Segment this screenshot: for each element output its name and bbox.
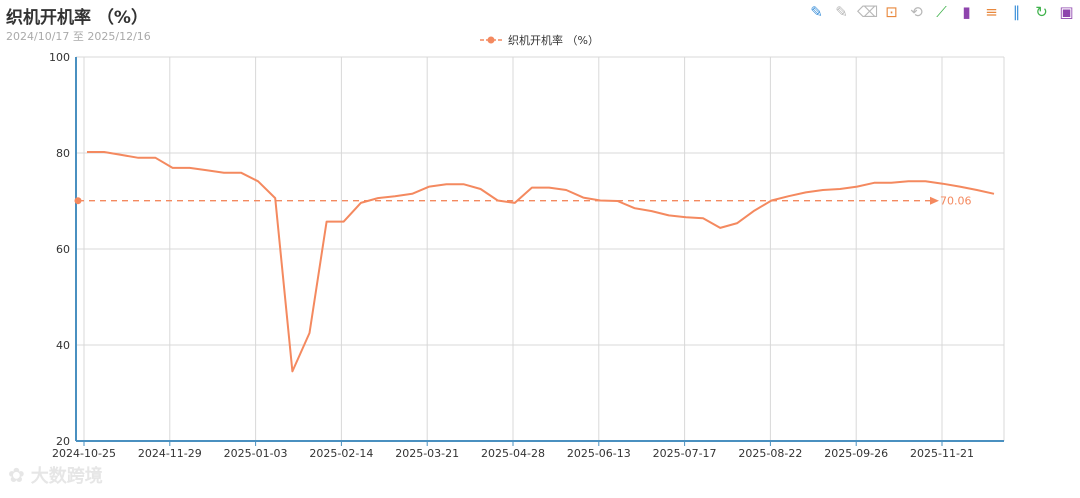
series-layer <box>87 151 995 373</box>
legend-item[interactable]: 织机开机率 （%） <box>480 32 599 48</box>
date-range: 2024/10/17 至 2025/12/16 <box>6 30 151 43</box>
x-tick-label: 2024-10-25 <box>52 447 116 460</box>
chart-toolbox: ✎ ✎ ⌫ ⊡ ⟲ ⟋ ▮ ≡ ∥ ↻ ▣ <box>807 3 1076 22</box>
x-tick-label: 2025-02-14 <box>309 447 373 460</box>
y-tick-label: 100 <box>49 51 70 64</box>
average-mark-line: 70.06 <box>74 195 972 208</box>
y-tick-label: 80 <box>56 147 70 160</box>
mark-line-undo-icon[interactable]: ✎ <box>835 3 848 21</box>
mark-line-icon[interactable]: ✎ <box>810 3 823 21</box>
x-tick-label: 2025-11-21 <box>910 447 974 460</box>
watermark-text: 大数跨境 <box>30 466 103 487</box>
grid-lines <box>76 56 1005 442</box>
save-image-icon[interactable]: ▣ <box>1059 3 1074 21</box>
y-tick-label: 60 <box>56 243 70 256</box>
y-tick-label: 40 <box>56 339 70 352</box>
mark-line-label: 70.06 <box>940 195 972 208</box>
mark-line-clear-icon[interactable]: ⌫ <box>857 3 879 21</box>
data-zoom-reset-icon[interactable]: ⟲ <box>910 3 923 21</box>
restore-icon[interactable]: ↻ <box>1035 3 1048 21</box>
legend-line-icon <box>480 36 502 44</box>
x-tick-label: 2025-01-03 <box>224 447 288 460</box>
y-tick-label: 20 <box>56 435 70 448</box>
series-line <box>87 151 995 373</box>
bar-chart-icon[interactable]: ▮ <box>962 3 971 21</box>
x-tick-label: 2025-08-22 <box>738 447 802 460</box>
x-tick-label: 2025-07-17 <box>653 447 717 460</box>
x-tick-label: 2025-04-28 <box>481 447 545 460</box>
x-tick-label: 2025-09-26 <box>824 447 888 460</box>
stack-icon[interactable]: ≡ <box>985 3 998 21</box>
x-tick-label: 2025-03-21 <box>395 447 459 460</box>
mark-line-arrow <box>930 196 939 205</box>
watermark-logo-icon: ✿ <box>8 463 25 487</box>
tiled-icon[interactable]: ∥ <box>1012 3 1021 21</box>
line-chart-icon[interactable]: ⟋ <box>936 3 947 21</box>
data-zoom-icon[interactable]: ⊡ <box>885 3 898 21</box>
x-tick-label: 2025-06-13 <box>567 447 631 460</box>
chart-title: 织机开机率 （%） <box>6 8 148 28</box>
x-tick-label: 2024-11-29 <box>138 447 202 460</box>
axes: 20 40 60 80 100 2024-10-25 2024-11-29 2025-01-0… <box>49 51 1004 460</box>
watermark: ✿ 大数跨境 <box>8 462 103 488</box>
legend-label: 织机开机率 （%） <box>508 34 599 47</box>
